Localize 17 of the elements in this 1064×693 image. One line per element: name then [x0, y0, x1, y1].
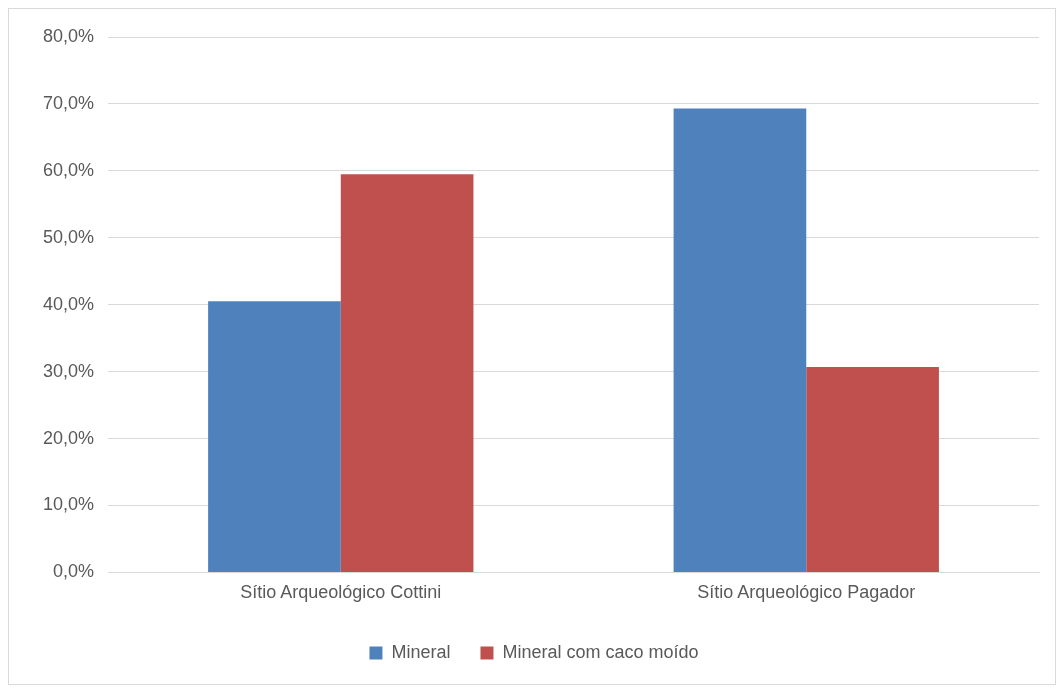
legend-label: Mineral [391, 641, 451, 662]
y-tick-label: 0,0% [53, 561, 95, 582]
x-tick-label: Sítio Arqueológico Pagador [697, 582, 916, 603]
bar [806, 366, 939, 572]
y-tick-label: 10,0% [42, 494, 95, 515]
y-tick-label: 80,0% [42, 25, 95, 46]
y-tick-label: 70,0% [42, 92, 95, 113]
y-tick-label: 20,0% [42, 427, 95, 448]
legend-label: Mineral com caco moído [502, 641, 699, 662]
y-tick-label: 50,0% [42, 226, 95, 247]
bar [340, 174, 474, 572]
x-tick-label: Sítio Arqueológico Cottini [240, 582, 442, 603]
y-tick-label: 60,0% [42, 159, 95, 180]
bar [673, 108, 807, 572]
bar [208, 301, 341, 572]
y-tick-label: 40,0% [42, 293, 95, 314]
y-tick-label: 30,0% [42, 360, 95, 381]
